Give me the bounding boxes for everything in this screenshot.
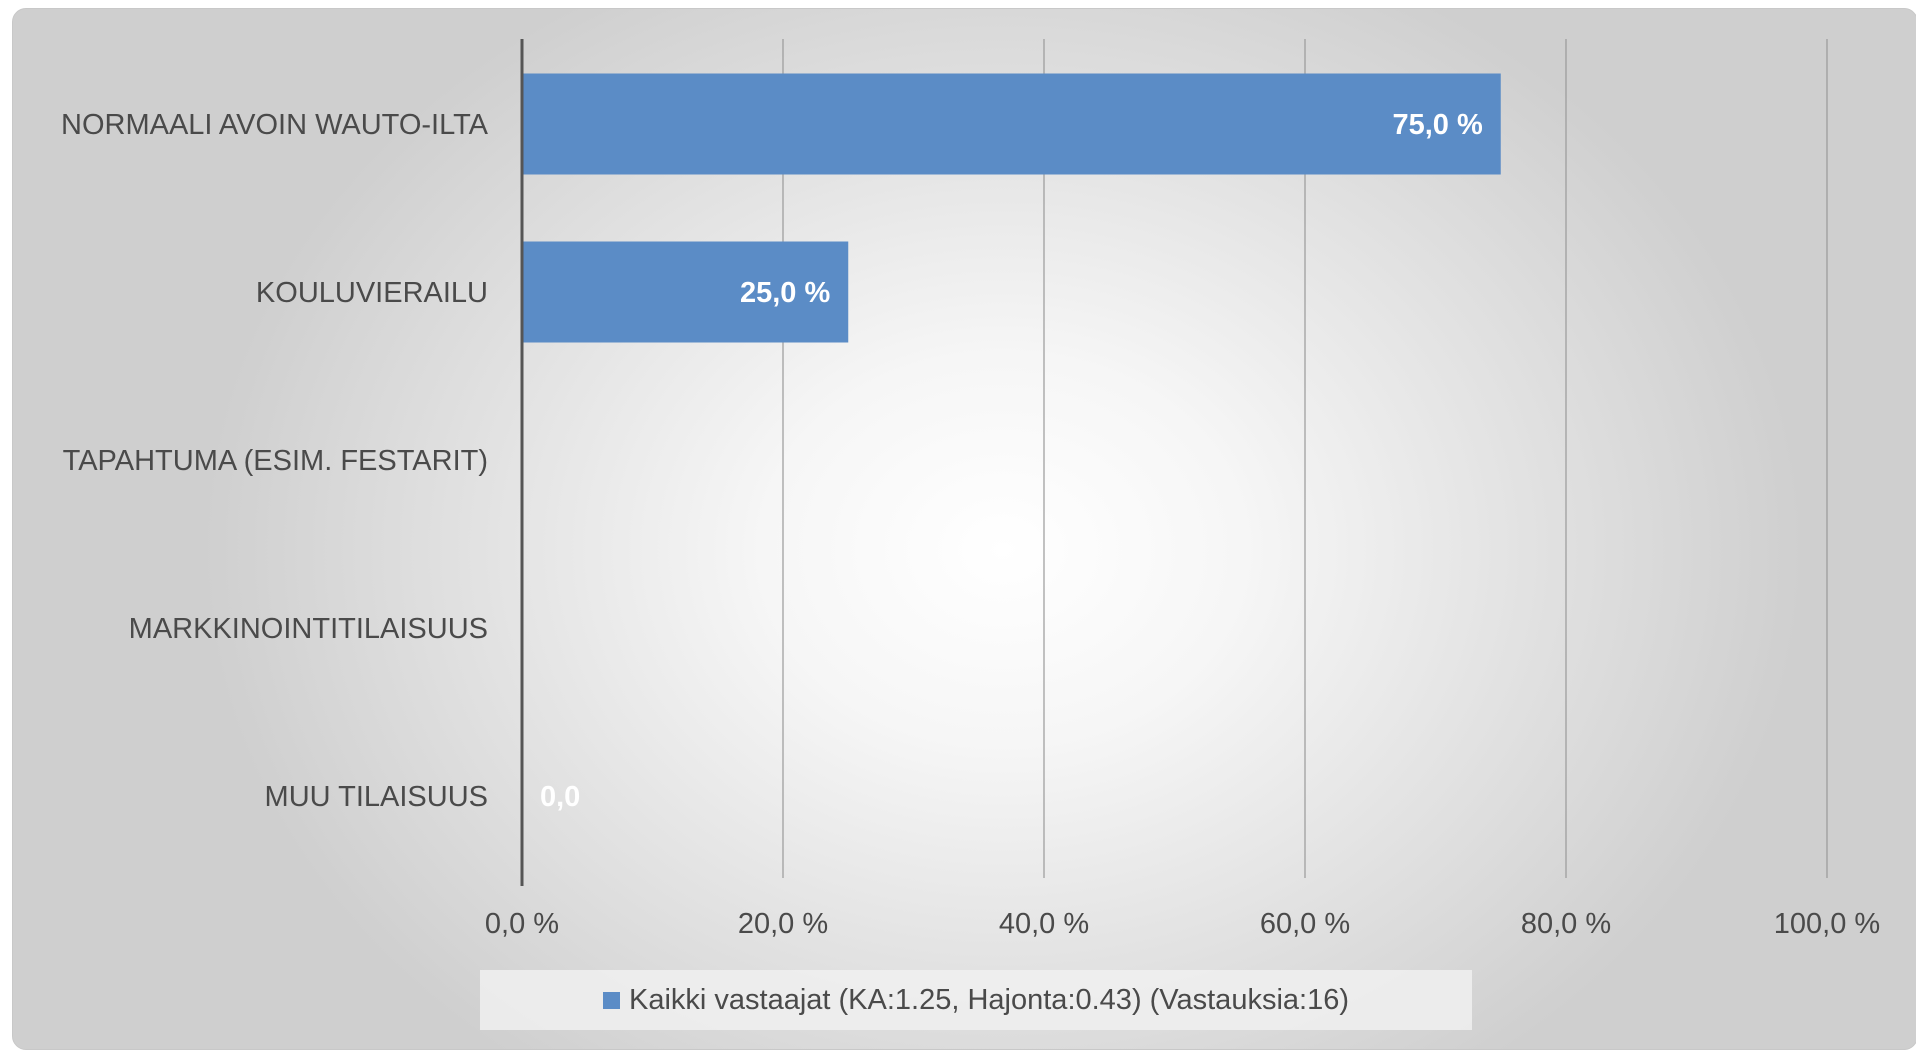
legend-label: Kaikki vastaajat (KA:1.25, Hajonta:0.43)… [628, 983, 1349, 1016]
x-tick-label: 40,0 % [999, 908, 1089, 940]
category-label: MARKKINOINTITILAISUUS [129, 613, 488, 645]
x-tick-label: 100,0 % [1774, 908, 1880, 940]
category-label: KOULUVIERAILU [256, 277, 488, 309]
data-labels: 75,0 % 25,0 % 0,0 [540, 109, 1483, 813]
tick-labels: 0,0 % 20,0 % 40,0 % 60,0 % 80,0 % 100,0 % [485, 908, 1880, 940]
bar-chart: NORMAALI AVOIN WAUTO-ILTA KOULUVIERAILU TA… [61, 39, 1880, 940]
category-label: TAPAHTUMA (ESIM. FESTARIT) [63, 445, 488, 477]
x-tick-label: 0,0 % [485, 908, 559, 940]
gridlines [782, 39, 1828, 878]
legend: Kaikki vastaajat (KA:1.25, Hajonta:0.43)… [480, 970, 1472, 1030]
bar [522, 241, 849, 343]
bars [522, 73, 1501, 343]
category-label: MUU TILAISUUS [265, 781, 488, 813]
x-tick-label: 80,0 % [1521, 908, 1611, 940]
x-tick-label: 20,0 % [738, 908, 828, 940]
chart-frame: NORMAALI AVOIN WAUTO-ILTA KOULUVIERAILU TA… [12, 8, 1916, 1050]
data-label: 25,0 % [740, 277, 830, 309]
legend-swatch [602, 991, 620, 1009]
category-label: NORMAALI AVOIN WAUTO-ILTA [61, 109, 489, 141]
data-label: 75,0 % [1392, 109, 1482, 141]
category-labels: NORMAALI AVOIN WAUTO-ILTA KOULUVIERAILU TA… [61, 109, 489, 813]
bar [522, 73, 1501, 175]
x-tick-label: 60,0 % [1260, 908, 1350, 940]
data-label: 0,0 [540, 781, 580, 813]
